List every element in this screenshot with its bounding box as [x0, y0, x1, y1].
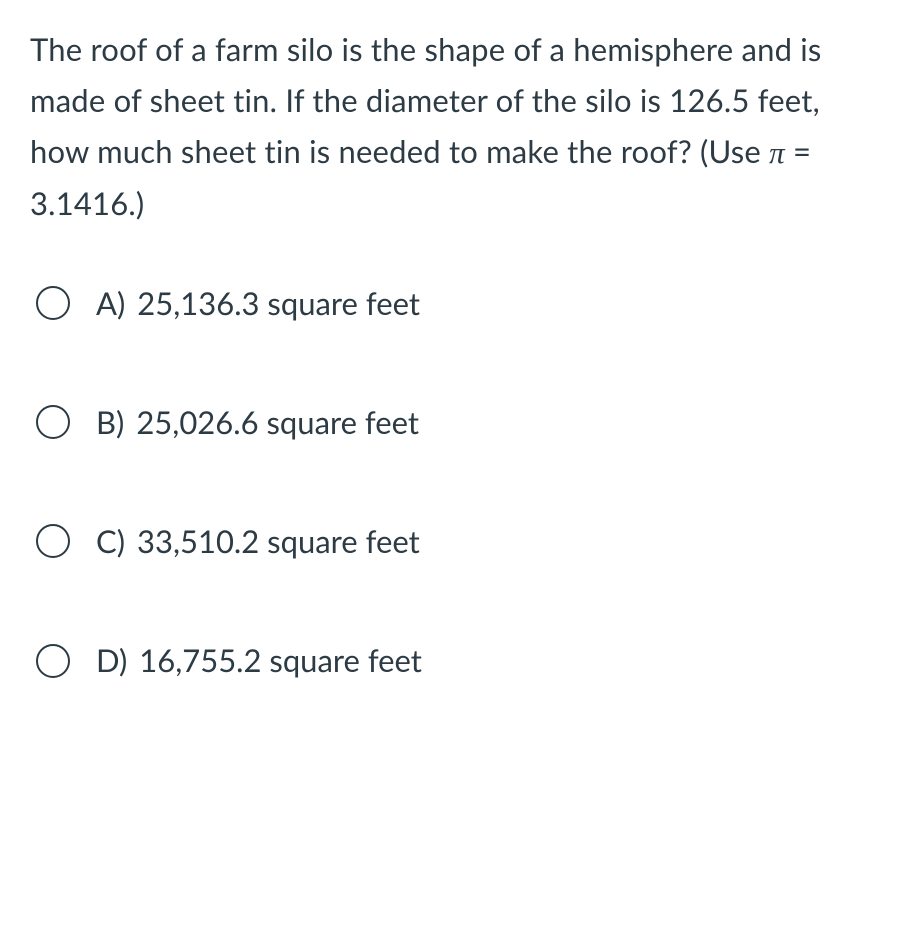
radio-c[interactable]	[36, 524, 70, 558]
option-a-text: 25,136.3 square feet	[137, 278, 420, 329]
option-c-letter: C)	[96, 516, 125, 567]
option-c[interactable]: C) 33,510.2 square feet	[36, 516, 868, 567]
option-b-label[interactable]: B) 25,026.6 square feet	[96, 397, 419, 448]
option-b[interactable]: B) 25,026.6 square feet	[36, 397, 868, 448]
question-text: The roof of a farm silo is the shape of …	[30, 24, 868, 230]
option-a[interactable]: A) 25,136.3 square feet	[36, 278, 868, 329]
option-d[interactable]: D) 16,755.2 square feet	[36, 635, 868, 686]
option-d-text: 16,755.2 square feet	[139, 635, 422, 686]
option-c-label[interactable]: C) 33,510.2 square feet	[96, 516, 420, 567]
option-a-label[interactable]: A) 25,136.3 square feet	[96, 278, 420, 329]
radio-d[interactable]	[36, 644, 70, 678]
option-d-label[interactable]: D) 16,755.2 square feet	[96, 635, 422, 686]
question-text-pre: The roof of a farm silo is the shape of …	[30, 30, 822, 170]
options-list: A) 25,136.3 square feet B) 25,026.6 squa…	[30, 278, 868, 687]
option-c-text: 33,510.2 square feet	[137, 516, 420, 567]
option-b-letter: B)	[96, 397, 124, 448]
option-b-text: 25,026.6 square feet	[136, 397, 419, 448]
radio-a[interactable]	[36, 286, 70, 320]
radio-b[interactable]	[36, 405, 70, 439]
option-a-letter: A)	[96, 278, 125, 329]
pi-symbol: π	[769, 135, 785, 170]
option-d-letter: D)	[96, 635, 127, 686]
